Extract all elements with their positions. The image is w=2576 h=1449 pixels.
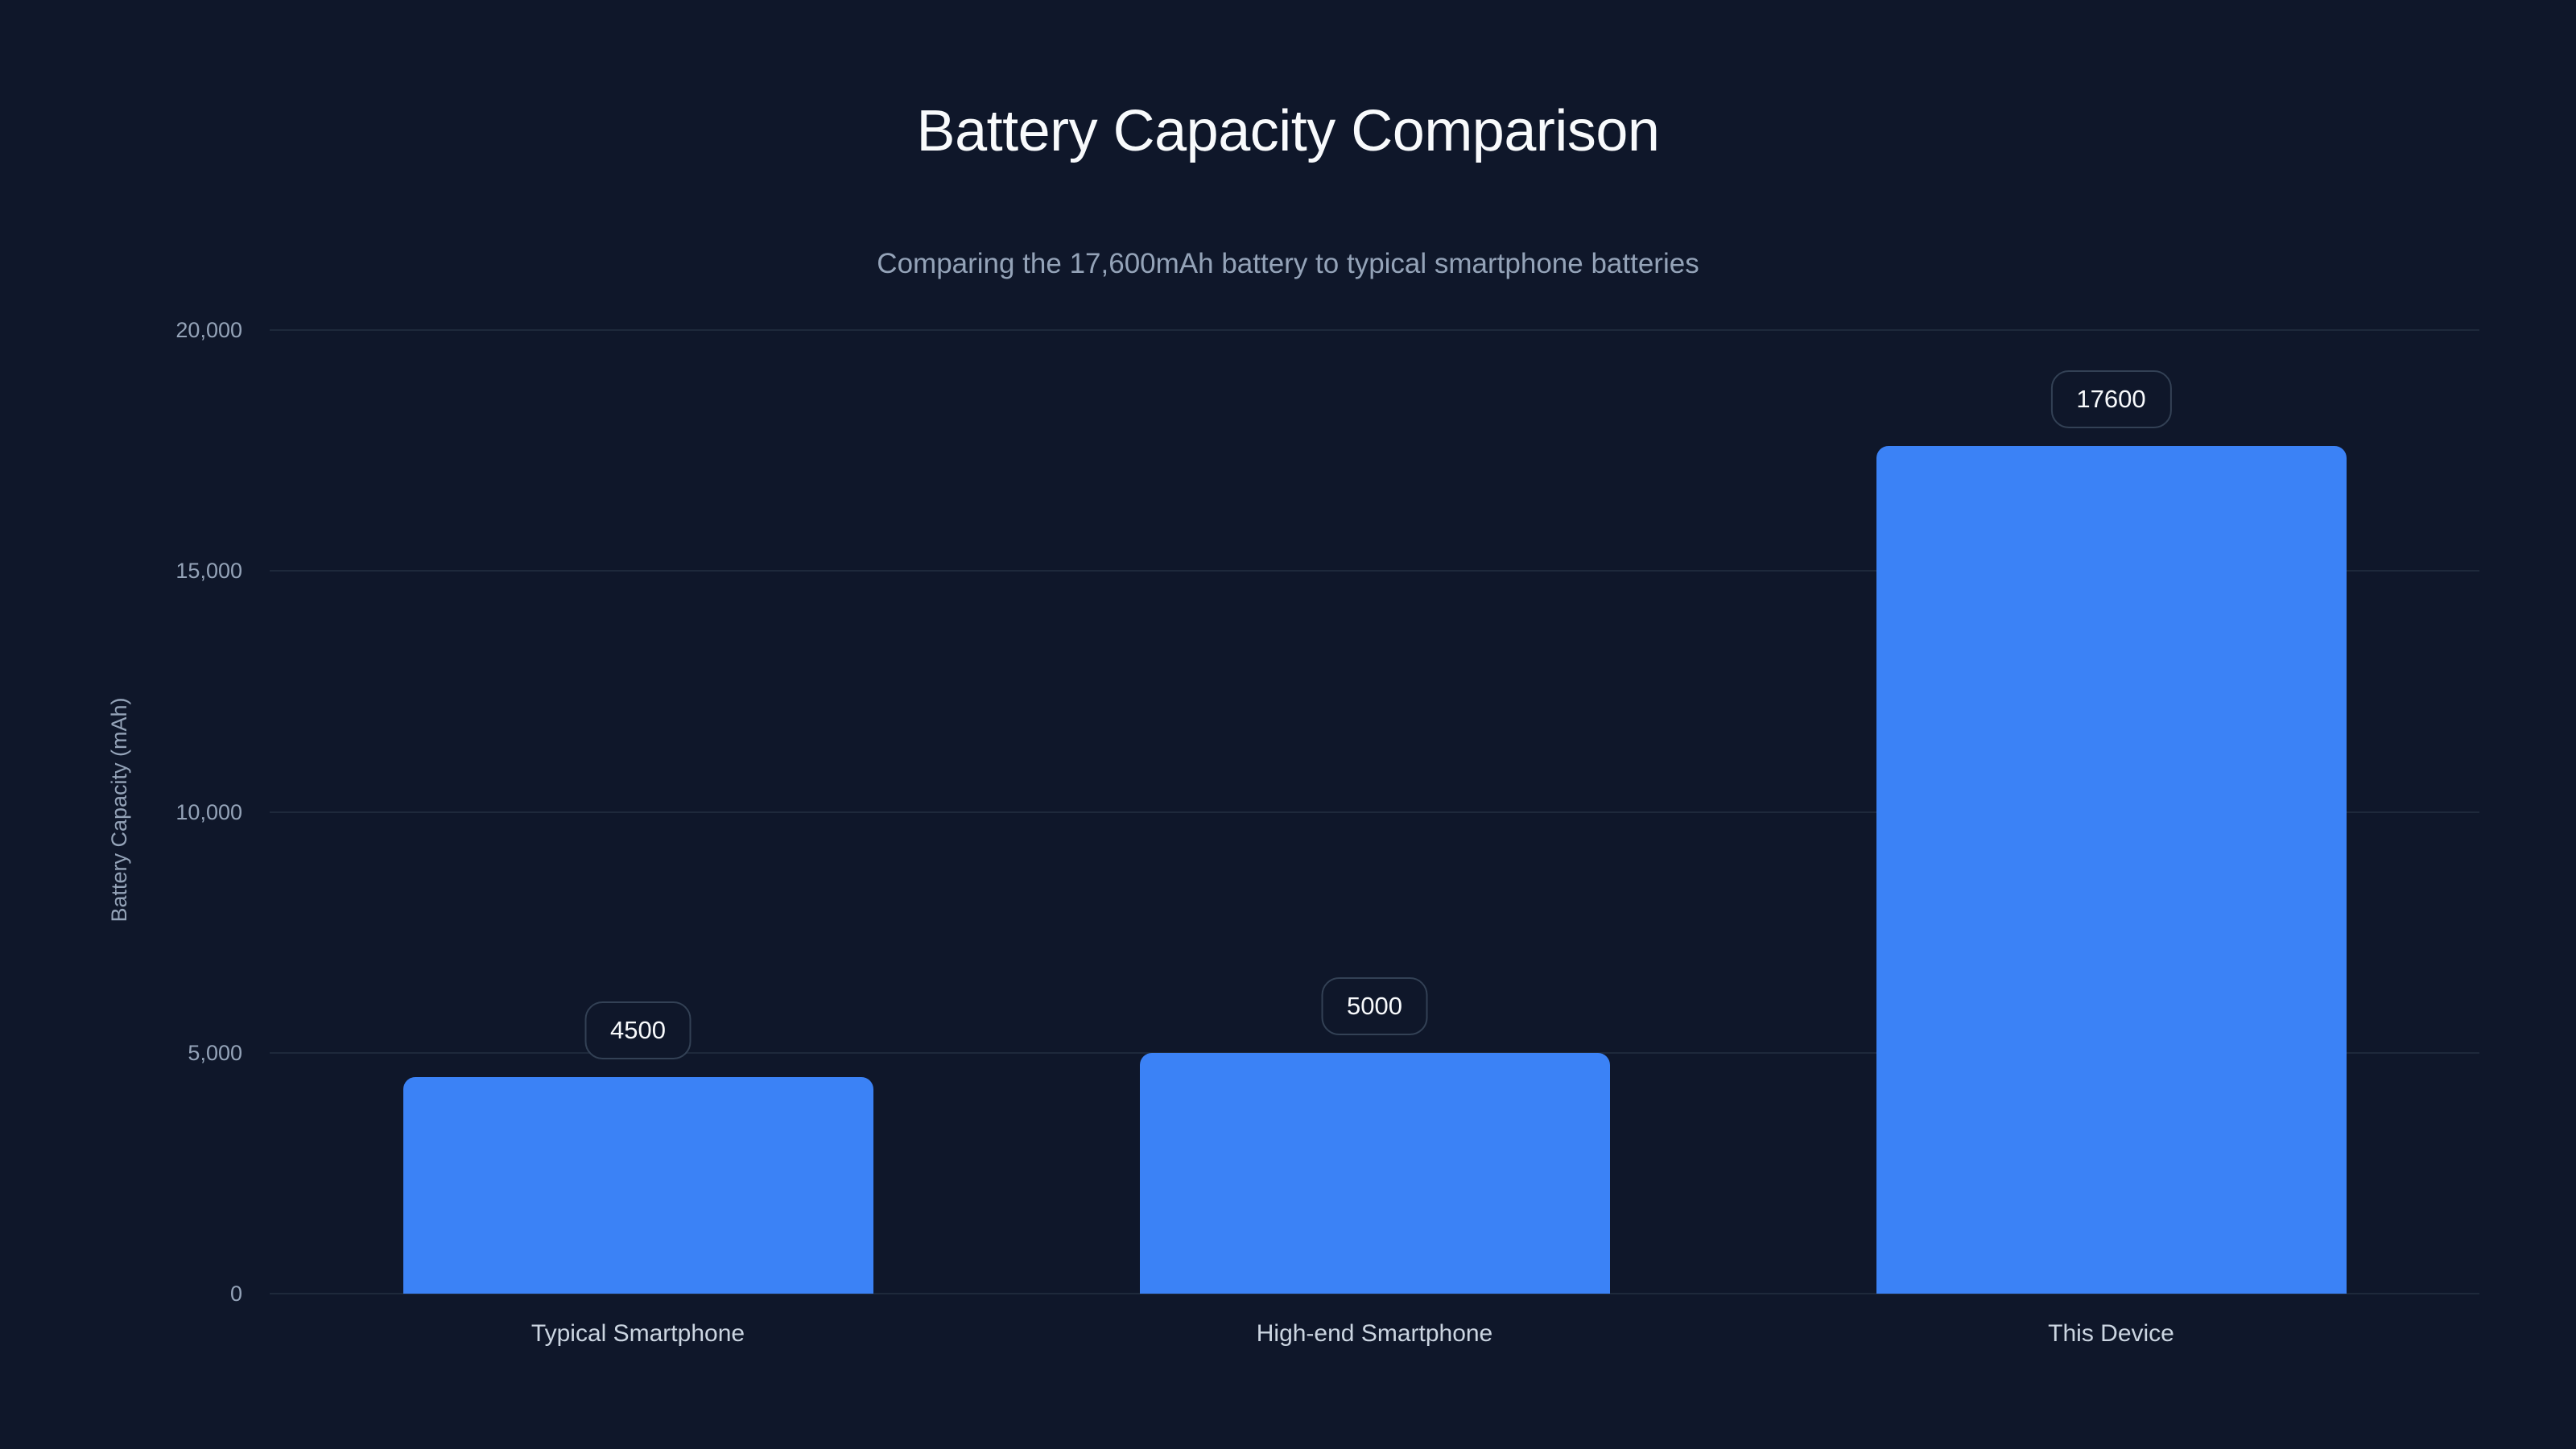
y-tick-label: 5,000 (188, 1040, 242, 1065)
value-label: 4500 (584, 1001, 691, 1059)
bar-this-device[interactable] (1876, 445, 2347, 1294)
bar-high-end-smartphone[interactable] (1139, 1052, 1610, 1294)
y-tick-label: 15,000 (175, 559, 242, 584)
chart-title: Battery Capacity Comparison (916, 99, 1660, 163)
gridline (270, 811, 2479, 813)
x-tick-label: This Device (2048, 1320, 2174, 1347)
gridline (270, 570, 2479, 572)
y-tick-label: 0 (229, 1282, 242, 1306)
x-tick-label: Typical Smartphone (530, 1320, 745, 1347)
value-label: 5000 (1321, 976, 1428, 1035)
y-tick-label: 10,000 (175, 799, 242, 824)
gridline (270, 1293, 2479, 1294)
x-tick-label: High-end Smartphone (1256, 1320, 1493, 1347)
chart-subtitle: Comparing the 17,600mAh battery to typic… (877, 248, 1699, 279)
value-label: 17600 (2050, 369, 2172, 428)
bar-typical-smartphone[interactable] (402, 1076, 873, 1294)
plot-area (270, 329, 2479, 1294)
gridline (270, 329, 2479, 331)
y-tick-label: 20,000 (175, 318, 242, 342)
